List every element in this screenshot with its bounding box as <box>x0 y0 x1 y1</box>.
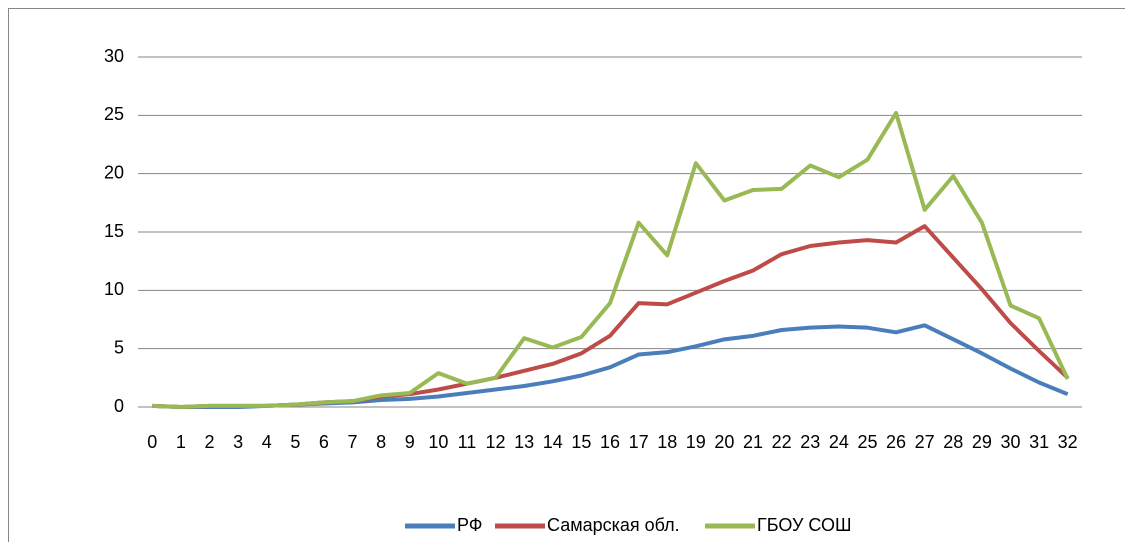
x-tick-label: 1 <box>176 432 186 452</box>
chart-frame <box>9 9 1125 543</box>
y-tick-label: 20 <box>104 162 124 182</box>
x-tick-label: 26 <box>886 432 906 452</box>
y-tick-label: 0 <box>114 396 124 416</box>
x-tick-label: 6 <box>319 432 329 452</box>
x-tick-label: 17 <box>629 432 649 452</box>
x-tick-label: 28 <box>943 432 963 452</box>
x-tick-label: 12 <box>486 432 506 452</box>
y-tick-label: 5 <box>114 337 124 357</box>
legend-label: Самарская обл. <box>547 515 680 535</box>
x-tick-label: 30 <box>1000 432 1020 452</box>
x-tick-label: 8 <box>376 432 386 452</box>
x-tick-label: 31 <box>1029 432 1049 452</box>
x-tick-label: 2 <box>205 432 215 452</box>
x-tick-label: 14 <box>543 432 563 452</box>
x-tick-label: 25 <box>857 432 877 452</box>
x-tick-label: 7 <box>348 432 358 452</box>
x-tick-label: 29 <box>972 432 992 452</box>
x-tick-label: 16 <box>600 432 620 452</box>
x-tick-label: 21 <box>743 432 763 452</box>
x-tick-label: 23 <box>800 432 820 452</box>
x-tick-label: 19 <box>686 432 706 452</box>
x-tick-label: 22 <box>772 432 792 452</box>
x-tick-label: 0 <box>147 432 157 452</box>
y-tick-label: 25 <box>104 104 124 124</box>
y-tick-label: 10 <box>104 279 124 299</box>
x-tick-label: 24 <box>829 432 849 452</box>
y-tick-label: 30 <box>104 46 124 66</box>
x-tick-label: 11 <box>458 432 477 452</box>
x-tick-label: 18 <box>657 432 677 452</box>
x-tick-label: 9 <box>405 432 415 452</box>
x-tick-label: 4 <box>262 432 272 452</box>
x-tick-label: 3 <box>233 432 243 452</box>
x-tick-label: 15 <box>571 432 591 452</box>
x-tick-label: 20 <box>714 432 734 452</box>
x-tick-label: 10 <box>428 432 448 452</box>
x-tick-label: 32 <box>1058 432 1078 452</box>
y-tick-label: 15 <box>104 221 124 241</box>
x-tick-label: 27 <box>915 432 935 452</box>
legend-label: ГБОУ СОШ <box>757 515 852 535</box>
x-tick-label: 5 <box>290 432 300 452</box>
legend-label: РФ <box>457 515 483 535</box>
x-tick-label: 13 <box>514 432 534 452</box>
